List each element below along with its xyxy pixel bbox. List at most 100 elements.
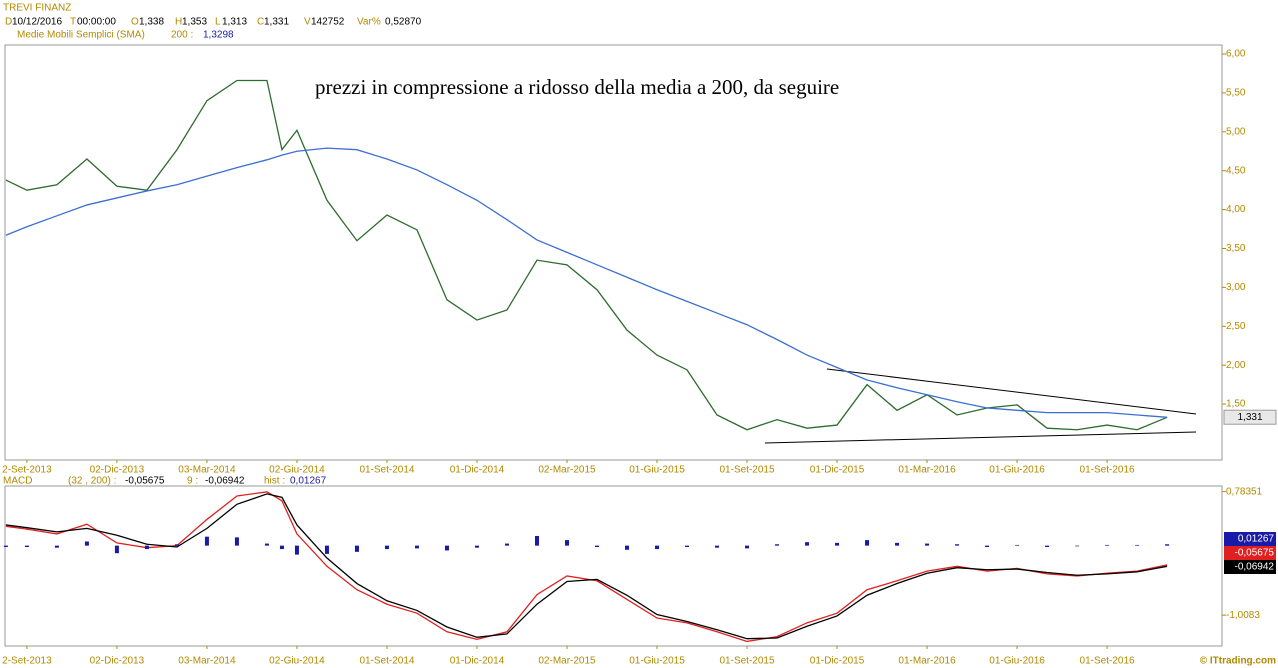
field-key: V: [304, 17, 311, 28]
y-tick-label: 4,00: [1226, 204, 1246, 215]
legend-value: -0,06942: [205, 476, 245, 487]
value-box-label: -0,06942: [1235, 562, 1275, 573]
y-tick-label: 1,50: [1226, 399, 1246, 410]
hist-bar: [685, 545, 690, 548]
y-tick-label: 3,50: [1226, 243, 1246, 254]
legend-value: 0,01267: [290, 476, 327, 487]
value-box: [1224, 546, 1276, 560]
hist-bar: [144, 545, 149, 550]
hist-bar: [474, 545, 479, 548]
hist-bar: [925, 543, 930, 546]
value-box-label: 0,01267: [1238, 534, 1275, 545]
field-value: 142752: [311, 17, 345, 28]
trend-line: [764, 431, 1197, 444]
series-line: [5, 79, 1168, 431]
y-tick-label: -1,0083: [1226, 610, 1260, 621]
hist-bar: [504, 543, 509, 546]
hist-bar: [775, 544, 780, 546]
price-label: 1,331: [1237, 412, 1262, 423]
field-value: 10/12/2016: [12, 17, 62, 28]
hist-bar: [1015, 544, 1020, 546]
legend-value: -0,05675: [125, 476, 165, 487]
hist-bar: [3, 545, 8, 548]
x-tick-label: 01-Giu-2015: [629, 656, 685, 667]
legend-value: 1,3298: [203, 30, 234, 41]
x-tick-label: 02-Giu-2014: [269, 656, 325, 667]
hist-bar: [84, 541, 89, 546]
hist-bar: [1135, 544, 1140, 546]
legend-entry: hist :: [264, 476, 285, 487]
x-tick-label: 01-Dic-2014: [450, 465, 505, 476]
field-key: Var%: [357, 17, 381, 28]
field-value: 1,331: [264, 17, 289, 28]
x-tick-label: 01-Dic-2015: [810, 656, 865, 667]
hist-bar: [865, 540, 870, 546]
price-frame: [4, 44, 1223, 461]
hist-bar: [354, 545, 359, 552]
hist-bar: [384, 545, 389, 550]
hist-bar: [1165, 544, 1170, 546]
hist-bar: [414, 545, 419, 549]
field-key: C: [257, 17, 264, 28]
hist-bar: [655, 545, 660, 550]
footer: © ITtrading.com: [1200, 656, 1276, 667]
y-tick-label: 4,50: [1226, 165, 1246, 176]
x-tick-label: 02-Mar-2015: [538, 656, 596, 667]
hist-bar: [264, 543, 269, 546]
hist-bar: [805, 542, 810, 546]
field-value: 0,52870: [385, 17, 422, 28]
value-box-label: -0,05675: [1235, 548, 1275, 559]
y-tick-label: 2,50: [1226, 321, 1246, 332]
hist-bar: [745, 545, 750, 549]
legend-param: 200 :: [171, 30, 193, 41]
hist-bar: [1105, 544, 1110, 546]
hist-bar: [24, 545, 29, 548]
hist-bar: [715, 545, 720, 548]
hist-bar: [1045, 545, 1050, 548]
field-value: 00:00:00: [77, 17, 116, 28]
y-tick-label: 6,00: [1226, 49, 1246, 60]
field-key: D: [5, 17, 12, 28]
hist-bar: [1075, 545, 1080, 547]
x-tick-label: 02-Dic-2013: [90, 465, 145, 476]
field-key: L: [215, 17, 221, 28]
x-tick-label: 01-Mar-2016: [898, 656, 956, 667]
legend-entry: (32 , 200) :: [68, 476, 116, 487]
x-tick-label: 01-Mar-2016: [898, 465, 956, 476]
hist-bar: [594, 545, 599, 548]
x-tick-label: 02-Giu-2014: [269, 465, 325, 476]
x-tick-label: 01-Set-2015: [719, 656, 774, 667]
y-tick-label: 5,50: [1226, 88, 1246, 99]
hist-bar: [895, 542, 900, 546]
x-tick-label: 2-Set-2013: [2, 465, 52, 476]
field-key: T: [70, 17, 76, 28]
hist-bar: [324, 545, 329, 554]
field-value: 1,338: [139, 17, 164, 28]
hist-bar: [294, 545, 299, 555]
macd-frame: [4, 485, 1223, 647]
series-line: [5, 493, 1168, 640]
x-tick-label: 01-Dic-2014: [450, 656, 505, 667]
value-box: [1224, 532, 1276, 546]
series-line: [5, 147, 1168, 418]
hist-bar: [174, 544, 179, 546]
hist-bar: [114, 545, 119, 554]
y-tick-label: 2,00: [1226, 360, 1246, 371]
y-tick-label: 5,00: [1226, 126, 1246, 137]
header-title: TREVI FINANZ: [3, 3, 71, 14]
legend-entry: 9 :: [187, 476, 198, 487]
y-tick-label: 0,78351: [1226, 486, 1263, 497]
x-tick-label: 01-Set-2016: [1080, 465, 1135, 476]
hist-bar: [835, 542, 840, 546]
annotation: prezzi in compressione a ridosso della m…: [315, 75, 839, 99]
field-key: O: [131, 17, 139, 28]
hist-bar: [204, 536, 209, 546]
hist-bar: [625, 545, 630, 550]
hist-bar: [985, 545, 990, 548]
hist-bar: [955, 544, 960, 546]
x-tick-label: 01-Giu-2016: [989, 656, 1045, 667]
hist-bar: [279, 545, 284, 550]
x-tick-label: 03-Mar-2014: [178, 465, 236, 476]
